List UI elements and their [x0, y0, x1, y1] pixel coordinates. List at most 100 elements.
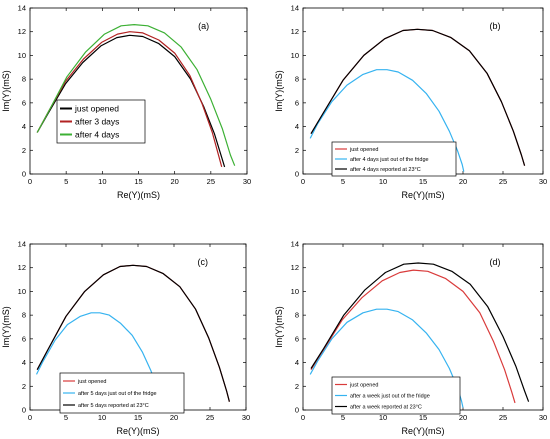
y-tick-label: 10	[291, 287, 299, 296]
legend-entry-label: just opened	[349, 382, 378, 388]
y-tick-label: 0	[22, 170, 26, 179]
x-tick-label: 25	[499, 177, 507, 186]
y-tick-label: 0	[295, 406, 299, 415]
x-axis-label: Re(Y)(mS)	[402, 190, 445, 200]
y-tick-label: 6	[22, 334, 26, 343]
x-tick-label: 20	[170, 177, 178, 186]
series-line-3	[310, 28, 526, 166]
x-tick-label: 5	[64, 413, 68, 422]
series-line-3	[310, 262, 530, 402]
x-tick-label: 25	[207, 177, 215, 186]
y-tick-label: 0	[22, 406, 26, 415]
x-tick-label: 0	[28, 413, 32, 422]
x-tick-label: 10	[379, 177, 387, 186]
legend: just opened after 3 days after 4 days	[56, 99, 146, 144]
chart-panel-4: 0 5 10 15 20 25 30 0 2 4 6 8 10 12 14 Re(Y)(mS) Im(Y)(mS…	[274, 240, 547, 437]
y-axis-label: Im(Y)(mS)	[1, 306, 11, 348]
x-tick-label: 25	[499, 413, 507, 422]
y-axis-label: Im(Y)(mS)	[274, 306, 284, 348]
y-tick-label: 8	[295, 311, 299, 320]
y-tick-label: 10	[18, 51, 26, 60]
legend-entry-label: after 5 days reported at 23°C	[78, 403, 149, 409]
legend-entry-label: after 4 days	[75, 129, 119, 139]
panel-label: (d)	[490, 257, 501, 267]
legend-entry-label: just opened	[77, 379, 106, 385]
legend-entry-label: after a week reported at 23°C	[350, 404, 422, 410]
y-tick-label: 8	[22, 311, 26, 320]
x-tick-label: 10	[379, 413, 387, 422]
x-tick-label: 0	[301, 413, 305, 422]
legend-entry-label: just opened	[349, 147, 378, 153]
legend-box	[331, 141, 457, 177]
y-tick-label: 6	[295, 98, 299, 107]
legend-entry-label: just opened	[74, 103, 119, 113]
x-tick-label: 30	[242, 413, 250, 422]
panel-label: (a)	[198, 21, 209, 31]
series-line-1	[310, 269, 516, 404]
y-tick-label: 8	[22, 75, 26, 84]
series-line-3	[36, 264, 230, 402]
y-tick-label: 12	[18, 263, 26, 272]
x-tick-label: 0	[28, 177, 32, 186]
y-tick-label: 14	[291, 240, 299, 249]
legend: just opened after 4 days just out of the …	[331, 141, 457, 177]
y-tick-label: 4	[295, 122, 299, 131]
chart-panel-2: 0 5 10 15 20 25 30 0 2 4 6 8 10 12 14 Re(Y)(mS) Im(Y)(mS…	[274, 4, 547, 201]
legend-box	[331, 376, 461, 415]
series-line-2	[36, 31, 223, 168]
y-tick-label: 14	[18, 240, 26, 249]
y-tick-label: 12	[18, 27, 26, 36]
series-line-1	[36, 34, 226, 168]
y-tick-label: 2	[295, 146, 299, 155]
x-tick-label: 0	[301, 177, 305, 186]
x-axis-label: Re(Y)(mS)	[117, 426, 160, 436]
legend-entry-label: after 3 days	[75, 116, 119, 126]
x-tick-label: 20	[170, 413, 178, 422]
y-tick-label: 10	[18, 287, 26, 296]
legend-box	[59, 372, 185, 414]
y-tick-label: 6	[295, 334, 299, 343]
y-tick-label: 12	[291, 263, 299, 272]
y-tick-label: 4	[295, 358, 299, 367]
y-tick-label: 6	[22, 98, 26, 107]
x-axis-label: Re(Y)(mS)	[402, 426, 445, 436]
legend: just opened after 5 days just out of the …	[59, 372, 185, 414]
x-tick-label: 15	[419, 413, 427, 422]
x-tick-label: 10	[98, 177, 106, 186]
y-tick-label: 4	[22, 358, 26, 367]
legend-entry-label: after 4 days just out of the fridge	[350, 157, 429, 163]
x-tick-label: 10	[98, 413, 106, 422]
chart-panel-3: 0 5 10 15 20 25 30 0 2 4 6 8 10 12 14 Re(Y)(mS) Im(Y)(mS…	[1, 240, 250, 437]
x-tick-label: 20	[459, 177, 467, 186]
series-line-3	[36, 24, 236, 166]
legend: just opened after a week just out of the …	[331, 376, 461, 415]
legend-entry-label: after 4 days reported at 23°C	[350, 167, 421, 173]
y-tick-label: 10	[291, 51, 299, 60]
x-tick-label: 15	[134, 413, 142, 422]
x-tick-label: 5	[64, 177, 68, 186]
x-tick-label: 30	[539, 413, 547, 422]
y-tick-label: 0	[295, 170, 299, 179]
x-tick-label: 5	[341, 413, 345, 422]
y-tick-label: 12	[291, 27, 299, 36]
panel-label: (b)	[490, 21, 501, 31]
x-tick-label: 15	[419, 177, 427, 186]
x-tick-label: 30	[539, 177, 547, 186]
y-tick-label: 2	[22, 146, 26, 155]
y-tick-label: 2	[295, 382, 299, 391]
y-axis-label: Im(Y)(mS)	[1, 70, 11, 112]
x-tick-label: 30	[243, 177, 251, 186]
x-tick-label: 20	[459, 413, 467, 422]
chart-panel-1: 0 5 10 15 20 25 30 0 2 4 6 8 10 12 14 Re(Y)(mS) Im(Y)(mS…	[1, 4, 251, 201]
y-tick-label: 14	[18, 4, 26, 13]
x-tick-label: 25	[206, 413, 214, 422]
y-tick-label: 4	[22, 122, 26, 131]
x-axis-label: Re(Y)(mS)	[117, 190, 160, 200]
panel-label: (c)	[198, 257, 209, 267]
y-axis-label: Im(Y)(mS)	[274, 70, 284, 112]
x-tick-label: 5	[341, 177, 345, 186]
y-tick-label: 14	[291, 4, 299, 13]
legend-entry-label: after a week just out of the fridge	[350, 393, 430, 399]
y-tick-label: 8	[295, 75, 299, 84]
